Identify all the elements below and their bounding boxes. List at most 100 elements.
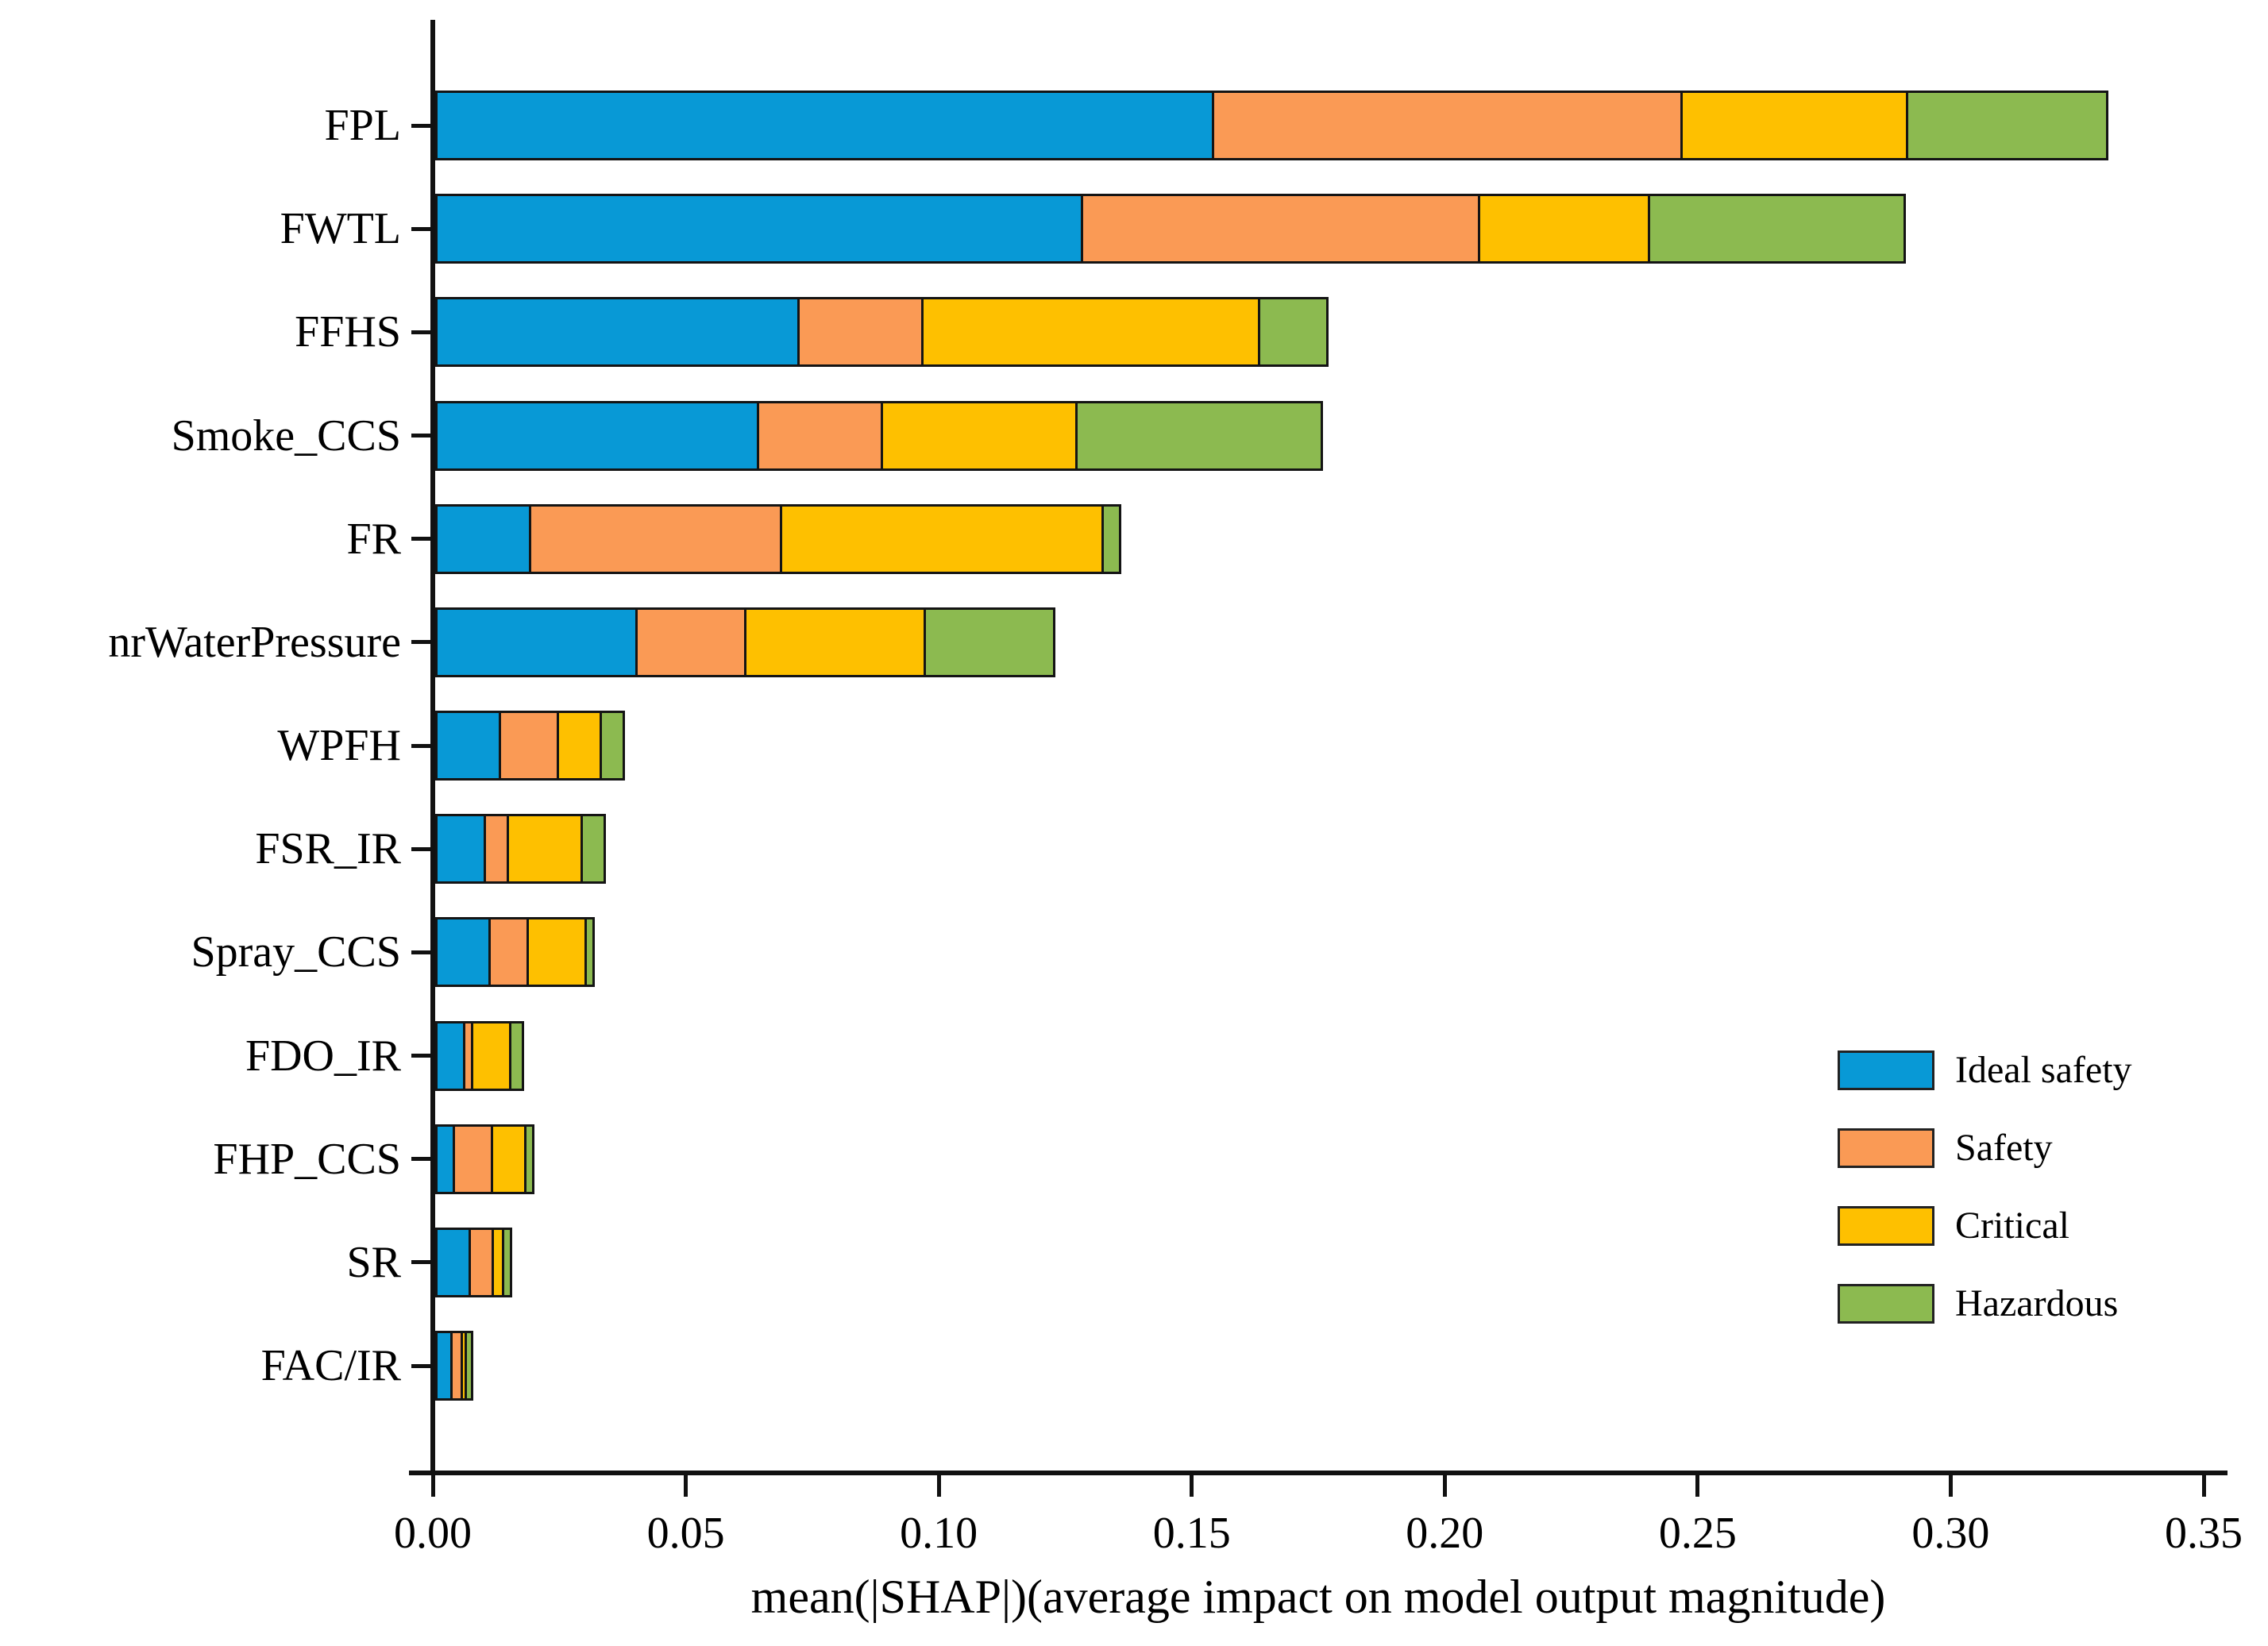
bar-segment — [435, 297, 800, 368]
x-tick-mark — [1190, 1475, 1194, 1497]
bar-segment — [435, 814, 486, 885]
bar-segment — [469, 1227, 494, 1297]
bar-row — [435, 1020, 524, 1091]
y-tick-label: Spray_CCS — [191, 927, 402, 977]
legend-label: Hazardous — [1955, 1282, 2119, 1324]
legend-label: Critical — [1955, 1205, 2069, 1247]
bar-segment — [1648, 194, 1906, 264]
x-axis-line — [409, 1471, 2228, 1475]
y-tick-mark — [411, 743, 433, 748]
bar-segment — [484, 814, 509, 885]
bar-segment — [1101, 503, 1121, 574]
y-tick-mark — [411, 846, 433, 851]
bar-segment — [524, 1124, 534, 1194]
legend-item: Hazardous — [1838, 1265, 2132, 1343]
y-tick-label: FPL — [324, 101, 402, 150]
x-tick-mark — [430, 1475, 435, 1497]
bar-row — [435, 814, 606, 885]
bar-row — [435, 194, 1906, 264]
bar-segment — [453, 1124, 493, 1194]
legend-item: Critical — [1838, 1187, 2132, 1265]
y-tick-mark — [411, 123, 433, 128]
y-tick-label: FR — [346, 514, 402, 564]
bar-segment — [488, 917, 529, 988]
bar-segment — [435, 917, 491, 988]
legend-item: Safety — [1838, 1109, 2132, 1187]
bar-row — [435, 1124, 534, 1194]
x-tick-label: 0.25 — [1658, 1509, 1737, 1558]
bar-row — [435, 1227, 512, 1297]
bar-row — [435, 607, 1055, 677]
bar-segment — [580, 814, 606, 885]
x-tick-label: 0.00 — [394, 1509, 472, 1558]
legend-swatch — [1838, 1206, 1934, 1246]
bar-row — [435, 503, 1121, 574]
x-tick-mark — [1442, 1475, 1447, 1497]
bar-segment — [491, 1124, 526, 1194]
bar-segment — [499, 711, 559, 781]
bar-row — [435, 917, 595, 988]
bar-segment — [881, 400, 1078, 471]
bar-segment — [435, 711, 501, 781]
y-tick-label: FAC/IR — [260, 1341, 401, 1391]
x-axis-title: mean(|SHAP|)(average impact on model out… — [750, 1571, 1886, 1623]
bar-segment — [435, 194, 1083, 264]
bar-segment — [584, 917, 595, 988]
bar-segment — [1680, 91, 1908, 160]
bar-row — [435, 711, 625, 781]
bar-segment — [600, 711, 625, 781]
bar-segment — [557, 711, 602, 781]
y-tick-label: FSR_IR — [255, 824, 401, 874]
bar-segment — [1906, 91, 2108, 160]
x-tick-mark — [684, 1475, 688, 1497]
bar-segment — [502, 1227, 512, 1297]
bar-segment — [1212, 91, 1683, 160]
bar-segment — [509, 1020, 524, 1091]
bar-segment — [435, 91, 1214, 160]
legend-swatch — [1838, 1128, 1934, 1168]
bar-segment — [924, 607, 1055, 677]
x-tick-label: 0.05 — [646, 1509, 725, 1558]
bar-segment — [435, 607, 638, 677]
legend-label: Safety — [1955, 1127, 2053, 1169]
y-tick-label: FDO_IR — [245, 1031, 401, 1081]
legend-swatch — [1838, 1284, 1934, 1324]
y-tick-mark — [411, 1363, 433, 1368]
y-tick-label: FFHS — [295, 307, 401, 357]
bar-segment — [1258, 297, 1329, 368]
y-tick-label: FWTL — [280, 204, 401, 254]
bar-row — [435, 91, 2108, 160]
bar-segment — [507, 814, 583, 885]
bar-row — [435, 400, 1323, 471]
bar-segment — [780, 503, 1104, 574]
y-tick-mark — [411, 640, 433, 645]
bar-segment — [797, 297, 924, 368]
legend-item: Ideal safety — [1838, 1031, 2132, 1109]
y-tick-mark — [411, 1157, 433, 1162]
y-tick-mark — [411, 1260, 433, 1265]
bar-segment — [1478, 194, 1650, 264]
y-tick-mark — [411, 330, 433, 334]
x-tick-label: 0.10 — [900, 1509, 978, 1558]
y-axis-line — [430, 20, 435, 1475]
bar-segment — [435, 1020, 465, 1091]
x-tick-mark — [1695, 1475, 1700, 1497]
y-tick-mark — [411, 1054, 433, 1058]
y-tick-label: SR — [346, 1237, 402, 1287]
y-tick-label: FHP_CCS — [213, 1134, 401, 1184]
bar-segment — [435, 1227, 471, 1297]
y-tick-label: WPFH — [277, 721, 401, 771]
bar-segment — [921, 297, 1260, 368]
legend: Ideal safety Safety Critical Hazardous — [1838, 1031, 2132, 1343]
bar-segment — [465, 1331, 473, 1401]
y-tick-label: nrWaterPressure — [108, 617, 401, 667]
x-tick-mark — [1948, 1475, 1953, 1497]
bar-segment — [635, 607, 746, 677]
y-tick-mark — [411, 434, 433, 438]
legend-swatch — [1838, 1050, 1934, 1090]
bar-segment — [471, 1020, 511, 1091]
x-tick-label: 0.35 — [2165, 1509, 2243, 1558]
x-tick-mark — [936, 1475, 941, 1497]
bar-segment — [435, 503, 531, 574]
